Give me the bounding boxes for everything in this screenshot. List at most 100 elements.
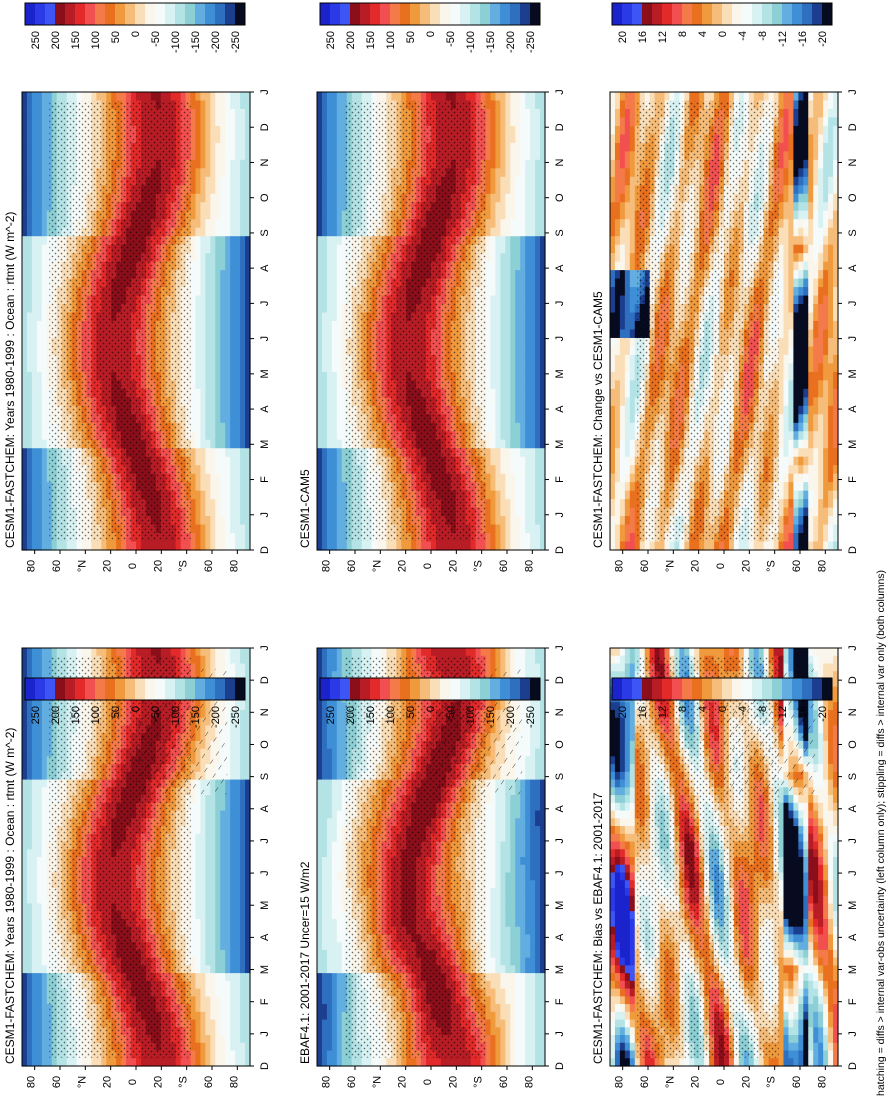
heatmap-cell: [505, 926, 511, 936]
heatmap-cell: [520, 903, 526, 912]
heatmap-cell: [535, 872, 541, 881]
heatmap-cell: [525, 795, 531, 804]
heatmap-cell: [331, 748, 338, 757]
heatmap-cell: [36, 787, 43, 796]
heatmap-cell: [126, 648, 132, 657]
heatmap-cell: [230, 748, 236, 757]
heatmap-cell: [321, 1004, 328, 1013]
heatmap-cell: [205, 918, 211, 928]
heatmap-cell: [530, 717, 536, 727]
heatmap-cell: [530, 1058, 536, 1067]
heatmap-cell: [520, 833, 526, 843]
heatmap-cell: [240, 911, 246, 920]
heatmap-cell: [535, 748, 541, 757]
heatmap-cell: [36, 1019, 43, 1028]
heatmap-cell: [520, 980, 526, 990]
heatmap-cell: [317, 671, 323, 680]
heatmap-cell: [22, 880, 28, 889]
heatmap-cell: [500, 1004, 506, 1013]
colorbar-swatch: [65, 678, 76, 700]
heatmap-cell: [205, 849, 211, 858]
heatmap-cell: [321, 1058, 328, 1067]
heatmap-cell: [371, 648, 378, 657]
heatmap-cell: [36, 988, 43, 997]
heatmap-cell: [195, 1004, 202, 1013]
heatmap-cell: [31, 980, 38, 990]
heatmap-cell: [321, 841, 328, 850]
colorbar-frame: [24, 677, 246, 701]
heatmap-cell: [41, 903, 48, 912]
heatmap-cell: [225, 740, 231, 750]
heatmap-cell: [195, 795, 202, 804]
heatmap-cell: [245, 841, 251, 850]
heatmap-cell: [510, 926, 516, 936]
heatmap-cell: [26, 1004, 33, 1013]
heatmap-cell: [225, 926, 231, 936]
heatmap-cell: [336, 787, 343, 796]
heatmap-cell: [520, 864, 526, 874]
colorbar-swatch: [235, 678, 246, 700]
heatmap-cell: [500, 648, 506, 657]
heatmap-cell: [31, 934, 38, 943]
heatmap-cell: [331, 872, 338, 881]
heatmap-cell: [535, 903, 541, 912]
heatmap-cell: [245, 864, 251, 874]
heatmap-cell: [31, 818, 38, 827]
month-tick-label: O: [259, 740, 271, 749]
heatmap-cell: [495, 849, 501, 858]
heatmap-cell: [525, 872, 531, 881]
heatmap-cell: [170, 1058, 177, 1067]
heatmap-cell: [505, 810, 511, 819]
heatmap-cell: [396, 1058, 402, 1067]
heatmap-cell: [505, 942, 511, 951]
colorbar-label: -150: [190, 706, 202, 728]
heatmap-cell: [505, 1050, 511, 1059]
heatmap-cell: [215, 957, 221, 966]
heatmap-cell: [41, 942, 48, 951]
heatmap-cell: [220, 957, 226, 966]
heatmap-cell: [220, 655, 226, 665]
heatmap-cell: [317, 733, 323, 742]
heatmap-cell: [535, 895, 541, 905]
heatmap-cell: [520, 648, 526, 657]
heatmap-cell: [235, 934, 241, 943]
heatmap-cell: [525, 880, 531, 889]
heatmap-cell: [495, 918, 501, 928]
heatmap-cell: [520, 725, 526, 734]
heatmap-cell: [215, 1035, 221, 1044]
heatmap-cell: [36, 1035, 43, 1044]
heatmap-cell: [535, 648, 541, 657]
heatmap-cell: [210, 648, 216, 657]
heatmap-cell: [200, 895, 206, 905]
heatmap-cell: [326, 1042, 333, 1052]
heatmap-cell: [245, 771, 251, 781]
heatmap-cell: [230, 655, 236, 665]
heatmap-cell: [525, 826, 531, 835]
heatmap-cell: [235, 725, 241, 734]
heatmap-cell: [245, 748, 251, 757]
heatmap-cell: [240, 764, 246, 773]
heatmap-cell: [535, 740, 541, 750]
heatmap-cell: [535, 733, 541, 742]
heatmap-cell: [111, 1058, 117, 1067]
heatmap-cell: [22, 918, 28, 928]
heatmap-cell: [245, 671, 251, 680]
colorbar-swatch: [95, 678, 106, 700]
heatmap-cell: [317, 717, 323, 727]
heatmap-cell: [225, 957, 231, 966]
heatmap-cell: [225, 988, 231, 997]
heatmap-cell: [530, 1035, 536, 1044]
heatmap-cell: [245, 1035, 251, 1044]
heatmap-cell: [140, 1058, 147, 1067]
heatmap-cell: [225, 717, 231, 727]
heatmap-cell: [331, 771, 338, 781]
heatmap-cell: [485, 934, 492, 943]
heatmap-cell: [195, 648, 202, 657]
heatmap-cell: [200, 996, 206, 1005]
heatmap-cell: [220, 918, 226, 928]
heatmap-cell: [535, 671, 541, 680]
heatmap-cell: [31, 826, 38, 835]
heatmap-cell: [31, 965, 38, 974]
heatmap-cell: [41, 787, 48, 796]
colorbar-swatch: [25, 678, 36, 700]
